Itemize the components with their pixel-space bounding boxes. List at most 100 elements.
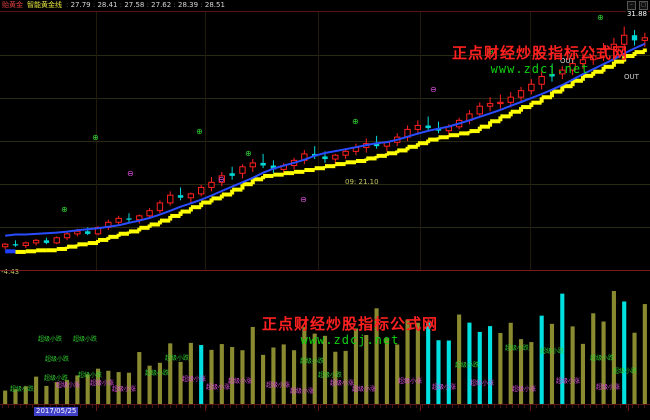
- date-tick: [410, 405, 411, 408]
- date-tick: [260, 405, 261, 408]
- volume-signal-label-down: 超级小跌: [45, 356, 70, 363]
- watermark-bottom-line2: www.zdcj.net: [300, 333, 400, 347]
- date-major-tick: [628, 405, 629, 411]
- date-tick: [14, 405, 15, 408]
- window-buttons[interactable]: – □: [627, 1, 648, 10]
- price-signal-marker: ⊕: [61, 205, 68, 214]
- date-axis[interactable]: 2017/05/25: [0, 405, 650, 420]
- watermark-bottom: 正点财经炒股指标公式网 www.zdcj.net: [262, 315, 438, 348]
- minimize-button[interactable]: –: [627, 1, 636, 10]
- date-tick: [584, 405, 585, 408]
- date-tick: [368, 405, 369, 408]
- date-tick: [470, 405, 471, 408]
- date-tick: [326, 405, 327, 408]
- chart-header: 贻黄金 智能黄金线 : 27.79 : 28.41 : 27.58 : 27.6…: [0, 0, 650, 11]
- watermark-bottom-line1: 正点财经炒股指标公式网: [262, 315, 439, 333]
- watermark-top: 正点财经炒股指标公式网 www.zdcj.net: [452, 44, 628, 77]
- date-tick: [446, 405, 447, 408]
- volume-panel[interactable]: 超级小跌 超级小跌 超级小跌 超级小跌 超级小跌 超级小跌 超级小跌 超级小跌 超级小跌 超级小跌…: [0, 271, 650, 404]
- axis-divider: [0, 404, 650, 405]
- date-tick: [494, 405, 495, 408]
- date-tick: [218, 405, 219, 408]
- date-major-tick: [318, 405, 319, 411]
- date-tick: [338, 405, 339, 408]
- date-tick: [644, 405, 645, 408]
- volume-signal-label-up: 超级小涨: [112, 386, 137, 393]
- date-tick: [278, 405, 279, 408]
- volume-signal-label-up: 超级小涨: [398, 378, 423, 385]
- price-signal-marker: ⊕: [487, 47, 494, 56]
- header-value-2: 27.58: [124, 1, 145, 9]
- header-separator: :: [144, 1, 152, 9]
- watermark-top-line1: 正点财经炒股指标公式网: [452, 44, 629, 62]
- date-tick: [512, 405, 513, 408]
- selected-date-label[interactable]: 2017/05/25: [34, 407, 79, 416]
- date-tick: [230, 405, 231, 408]
- volume-signal-label-up: 超级小涨: [228, 378, 253, 385]
- price-axis-left-label: -4.43: [1, 268, 20, 276]
- header-separator: :: [90, 1, 98, 9]
- date-tick: [200, 405, 201, 408]
- date-tick: [26, 405, 27, 408]
- date-tick: [614, 405, 615, 408]
- date-tick: [98, 405, 99, 408]
- gridline: [0, 141, 650, 142]
- date-tick: [518, 405, 519, 408]
- date-tick: [608, 405, 609, 408]
- panel-divider: [0, 270, 650, 271]
- date-tick: [554, 405, 555, 408]
- volume-signal-label-down: 超级小跌: [540, 348, 565, 355]
- date-major-tick: [530, 405, 531, 411]
- date-tick: [74, 405, 75, 408]
- price-signal-marker: ⊕: [245, 149, 252, 158]
- vertical-gridline: [205, 12, 206, 270]
- volume-signal-label-down: 超级小跌: [38, 336, 63, 343]
- price-signal-marker: ⊖: [430, 85, 437, 94]
- date-tick: [464, 405, 465, 408]
- maximize-button[interactable]: □: [639, 1, 648, 10]
- date-tick: [506, 405, 507, 408]
- volume-signal-label-down: 超级小跌: [613, 368, 638, 375]
- date-tick: [224, 405, 225, 408]
- candlestick-plot: [1, 26, 649, 254]
- date-tick: [128, 405, 129, 408]
- header-value-list: : 27.79 : 28.41 : 27.58 : 27.62 : 28.39 …: [66, 1, 225, 10]
- volume-signal-label-up: 超级小涨: [290, 388, 315, 395]
- date-tick: [116, 405, 117, 408]
- header-value-4: 28.39: [178, 1, 199, 9]
- date-tick: [32, 405, 33, 408]
- vertical-gridline: [420, 12, 421, 270]
- date-tick: [206, 405, 207, 408]
- header-value-5: 28.51: [204, 1, 225, 9]
- price-signal-marker: ⊕: [92, 133, 99, 142]
- date-tick: [236, 405, 237, 408]
- date-tick: [242, 405, 243, 408]
- date-tick: [182, 405, 183, 408]
- date-tick: [194, 405, 195, 408]
- date-tick: [50, 405, 51, 408]
- vertical-gridline: [318, 12, 319, 270]
- volume-signal-label-up: 超级小涨: [470, 380, 495, 387]
- date-tick: [86, 405, 87, 408]
- volume-signal-label-up: 超级小涨: [266, 382, 291, 389]
- date-tick: [44, 405, 45, 408]
- date-tick: [152, 405, 153, 408]
- date-tick: [62, 405, 63, 408]
- date-tick: [596, 405, 597, 408]
- price-signal-marker: OUT: [560, 57, 575, 65]
- date-tick: [626, 405, 627, 408]
- volume-signal-label-down: 超级小跌: [318, 372, 343, 379]
- watermark-top-line2: www.zdcj.net: [490, 62, 590, 76]
- date-tick: [374, 405, 375, 408]
- price-signal-marker: ⊖: [218, 175, 225, 184]
- date-tick: [422, 405, 423, 408]
- volume-signal-label-up: 超级小涨: [182, 376, 207, 383]
- price-signal-marker: OUT: [624, 73, 639, 81]
- price-panel[interactable]: ⊕ ⊕ ⊕ ⊕ ⊕ ⊕ ⊕ ⊖ ⊖ ⊖ ⊖ OUT OUT: [0, 12, 650, 270]
- gridline: [0, 98, 650, 99]
- date-tick: [188, 405, 189, 408]
- date-tick: [308, 405, 309, 408]
- date-tick: [134, 405, 135, 408]
- date-tick: [428, 405, 429, 408]
- date-tick: [8, 405, 9, 408]
